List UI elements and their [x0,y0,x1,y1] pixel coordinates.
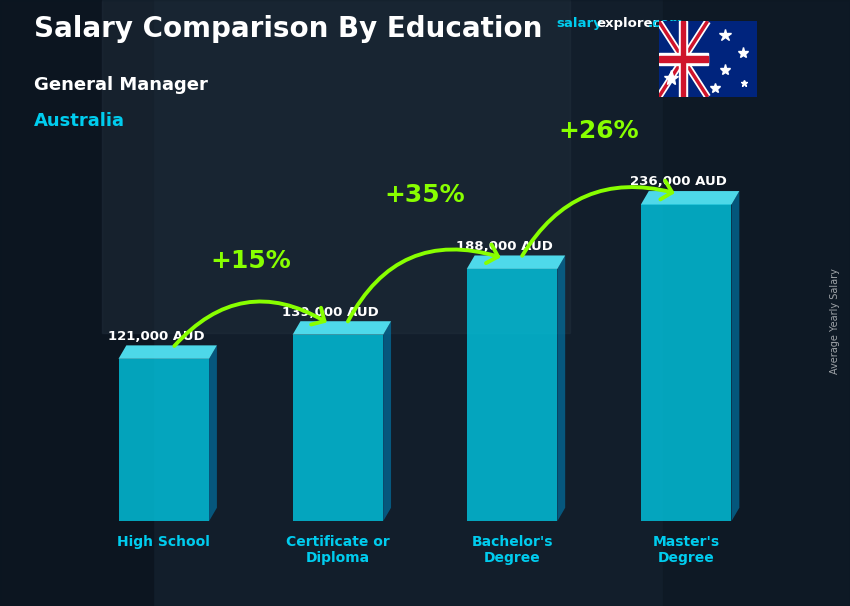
Polygon shape [292,321,391,335]
Bar [292,335,383,521]
Text: Average Yearly Salary: Average Yearly Salary [830,268,840,374]
Bar [659,56,707,62]
Text: .com: .com [648,17,683,30]
FancyArrowPatch shape [348,244,498,321]
FancyArrowPatch shape [522,181,672,256]
Polygon shape [732,191,740,521]
Text: salary: salary [557,17,603,30]
Text: 139,000 AUD: 139,000 AUD [282,305,379,319]
Text: Australia: Australia [34,112,125,130]
Bar [663,0,850,606]
FancyArrowPatch shape [174,301,325,346]
Bar [118,359,209,521]
Text: +15%: +15% [211,249,292,273]
Bar [102,0,570,333]
Bar [681,21,685,97]
Text: 121,000 AUD: 121,000 AUD [108,330,205,342]
Polygon shape [641,191,740,204]
Polygon shape [467,256,565,269]
Text: Salary Comparison By Education: Salary Comparison By Education [34,15,542,43]
Text: General Manager: General Manager [34,76,208,94]
Polygon shape [383,321,391,521]
Polygon shape [209,345,217,521]
Text: 188,000 AUD: 188,000 AUD [456,240,553,253]
Polygon shape [558,256,565,521]
Bar [679,21,687,97]
Text: +35%: +35% [385,183,465,207]
Bar [641,204,732,521]
Bar [659,53,707,65]
Text: explorer: explorer [597,17,660,30]
Text: +26%: +26% [558,119,639,142]
Polygon shape [118,345,217,359]
Bar [467,269,558,521]
Bar [0,0,153,606]
Text: 236,000 AUD: 236,000 AUD [631,175,728,188]
